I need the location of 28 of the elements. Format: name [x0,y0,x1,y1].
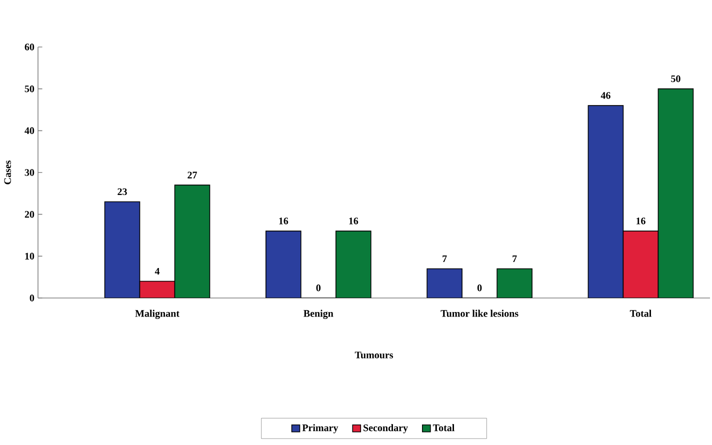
data-label: 0 [316,284,321,292]
data-label: 16 [349,218,358,224]
data-label: 46 [600,92,610,99]
data-label: 27 [188,172,198,178]
legend-label: Primary [302,424,338,434]
data-label: 7 [512,255,517,262]
y-tick-label: 60 [24,44,34,50]
legend-label: Total [432,424,454,432]
x-tick-label: Tumor like lesions [440,310,518,317]
y-tick-label: 10 [25,252,34,260]
y-tick-label: 50 [24,85,34,92]
data-label: 16 [636,218,646,224]
y-tick-label: 0 [30,294,34,302]
legend-label: Secondary [364,424,408,434]
y-tick-label: 30 [24,169,34,176]
y-axis-title: Cases [4,160,11,184]
data-label: 7 [442,255,447,262]
x-axis-title: Tumours [354,352,394,358]
y-tick-label: 20 [24,210,34,218]
data-label: 0 [477,284,482,292]
y-tick-label: 40 [24,127,34,134]
x-tick-label: Total [630,310,652,317]
data-label: 23 [118,188,127,196]
x-tick-label: Benign [304,310,334,319]
data-label: 16 [279,218,288,224]
x-tick-label: Malignant [135,310,180,319]
data-label: 50 [671,75,680,82]
data-label: 4 [154,268,160,275]
